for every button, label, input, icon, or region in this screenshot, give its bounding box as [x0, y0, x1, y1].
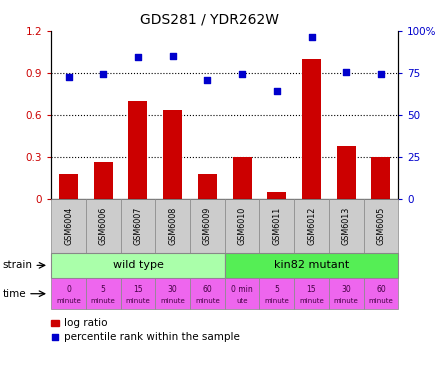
- Bar: [155, 199, 190, 253]
- Point: [100, 71, 107, 77]
- Point: [343, 68, 350, 74]
- Text: minute: minute: [160, 299, 185, 305]
- Bar: [198, 174, 217, 199]
- Bar: [233, 157, 251, 199]
- Point: [65, 75, 72, 81]
- Bar: [121, 278, 155, 309]
- Bar: [155, 278, 190, 309]
- Text: wild type: wild type: [113, 260, 163, 270]
- Bar: [364, 278, 398, 309]
- Text: GSM6013: GSM6013: [342, 207, 351, 245]
- Text: 15: 15: [133, 285, 143, 295]
- Bar: [364, 199, 398, 253]
- Text: minute: minute: [56, 299, 81, 305]
- Text: 15: 15: [307, 285, 316, 295]
- Bar: [129, 101, 147, 199]
- Text: ute: ute: [236, 299, 248, 305]
- Bar: [329, 199, 364, 253]
- Text: 60: 60: [202, 285, 212, 295]
- Point: [204, 77, 211, 83]
- Text: minute: minute: [195, 299, 220, 305]
- Text: log ratio: log ratio: [64, 318, 107, 328]
- Text: percentile rank within the sample: percentile rank within the sample: [64, 332, 239, 342]
- Point: [377, 71, 384, 77]
- Text: 0 min: 0 min: [231, 285, 253, 295]
- Point: [134, 54, 142, 60]
- Text: GSM6006: GSM6006: [99, 207, 108, 245]
- Bar: [302, 59, 321, 199]
- Bar: [51, 253, 225, 278]
- Bar: [259, 199, 294, 253]
- Text: minute: minute: [125, 299, 150, 305]
- Text: 60: 60: [376, 285, 386, 295]
- Bar: [294, 278, 329, 309]
- Bar: [51, 278, 86, 309]
- Text: GSM6010: GSM6010: [238, 207, 247, 245]
- Text: 30: 30: [168, 285, 178, 295]
- Bar: [94, 162, 113, 199]
- Point: [273, 88, 280, 94]
- Text: minute: minute: [91, 299, 116, 305]
- Bar: [86, 278, 121, 309]
- Text: time: time: [2, 289, 26, 299]
- Text: minute: minute: [264, 299, 289, 305]
- Bar: [259, 278, 294, 309]
- Text: 30: 30: [341, 285, 351, 295]
- Point: [169, 53, 176, 59]
- Text: 0: 0: [66, 285, 71, 295]
- Text: minute: minute: [299, 299, 324, 305]
- Text: GSM6011: GSM6011: [272, 207, 281, 245]
- Bar: [225, 278, 259, 309]
- Text: 5: 5: [101, 285, 105, 295]
- Point: [239, 71, 246, 77]
- Text: kin82 mutant: kin82 mutant: [274, 260, 349, 270]
- Bar: [51, 320, 59, 326]
- Text: minute: minute: [334, 299, 359, 305]
- Bar: [329, 278, 364, 309]
- Bar: [190, 199, 225, 253]
- Bar: [121, 199, 155, 253]
- Bar: [86, 199, 121, 253]
- Text: GSM6009: GSM6009: [203, 207, 212, 245]
- Bar: [225, 199, 259, 253]
- Bar: [51, 199, 86, 253]
- Text: GSM6004: GSM6004: [64, 207, 73, 245]
- Text: GSM6008: GSM6008: [168, 207, 177, 245]
- Text: GSM6012: GSM6012: [307, 207, 316, 245]
- Text: 5: 5: [275, 285, 279, 295]
- Text: GDS281 / YDR262W: GDS281 / YDR262W: [140, 13, 279, 27]
- Bar: [59, 174, 78, 199]
- Bar: [267, 193, 286, 199]
- Bar: [163, 110, 182, 199]
- Text: GSM6007: GSM6007: [134, 207, 142, 245]
- Bar: [294, 199, 329, 253]
- Bar: [225, 253, 398, 278]
- Bar: [372, 157, 390, 199]
- Text: minute: minute: [368, 299, 393, 305]
- Text: GSM6005: GSM6005: [376, 207, 385, 245]
- Text: strain: strain: [2, 260, 32, 270]
- Point: [308, 34, 315, 40]
- Bar: [190, 278, 225, 309]
- Point: [52, 334, 59, 340]
- Bar: [337, 146, 356, 199]
